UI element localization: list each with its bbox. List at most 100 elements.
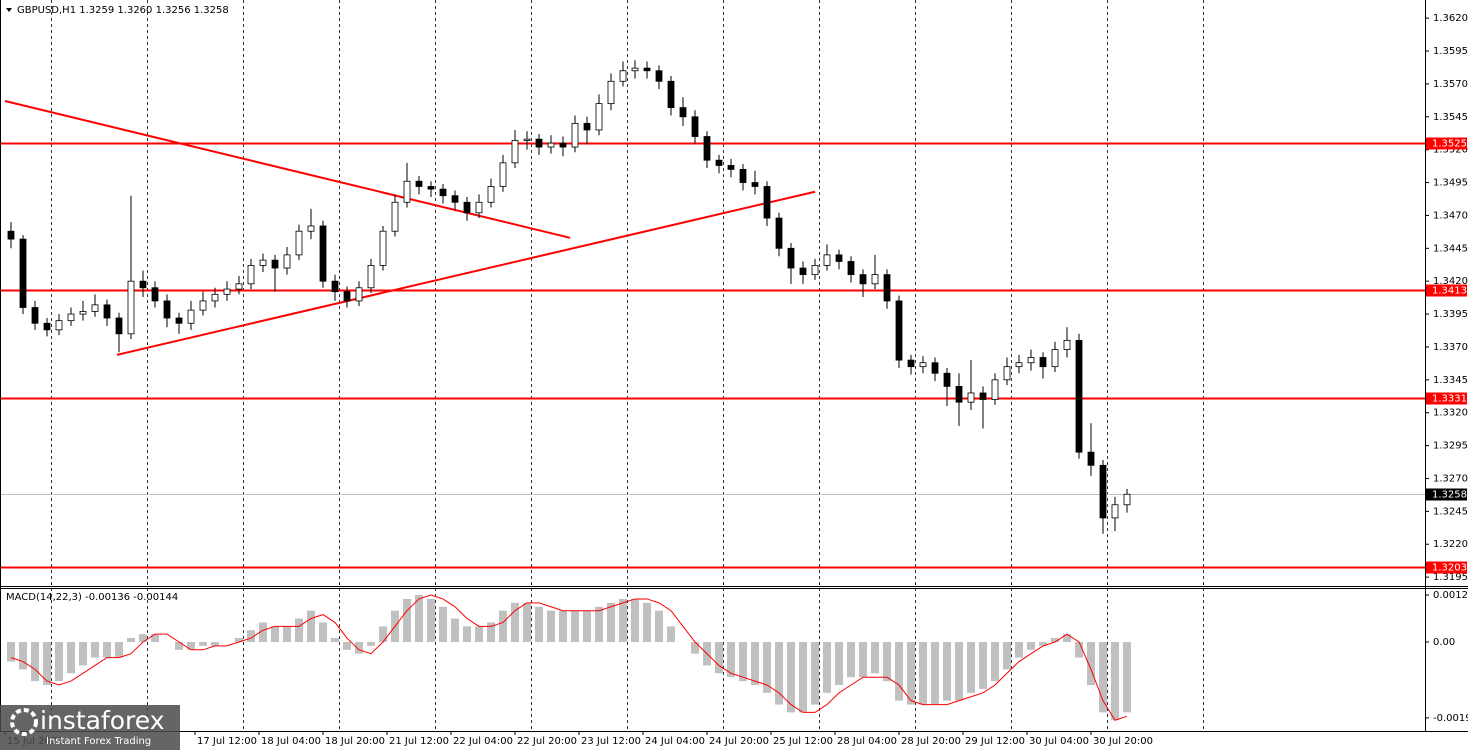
y-tick-label: 1.3320: [1433, 408, 1468, 419]
macd-bar: [7, 641, 15, 662]
macd-bar: [43, 641, 51, 686]
candle-body: [67, 313, 75, 322]
y-tick-label: 1.3620: [1433, 13, 1468, 24]
x-tick-label: 24 Jul 20:00: [709, 736, 769, 747]
macd-bar: [523, 602, 531, 642]
candle-body: [283, 254, 291, 269]
candle-body: [547, 142, 555, 148]
macd-bar: [607, 602, 615, 642]
candle-body: [1087, 451, 1095, 466]
candle-body: [775, 217, 783, 249]
candle-body: [1015, 362, 1023, 368]
grid: [51, 0, 1204, 731]
trendline: [4, 100, 571, 239]
candle-body: [379, 230, 387, 266]
candle-body: [943, 372, 951, 387]
last-price-box: [1426, 488, 1467, 501]
levels: [0, 100, 1425, 569]
candle-body: [199, 300, 207, 311]
candle-body: [631, 67, 639, 72]
macd-bar: [787, 641, 795, 713]
macd-bar: [763, 641, 771, 693]
candle-body: [259, 259, 267, 266]
macd-tick-label: 0.0012: [1433, 590, 1468, 601]
macd-bar: [691, 641, 699, 654]
macd-bar: [211, 641, 219, 646]
candle-body: [439, 188, 447, 197]
macd-signal: [10, 594, 1128, 721]
candle-body: [343, 291, 351, 302]
y-tick-label: 1.3370: [1433, 342, 1468, 353]
macd-bar: [1003, 641, 1011, 670]
macd-bar: [271, 626, 279, 642]
logo-tagline: Instant Forex Trading: [46, 736, 151, 747]
macd-bar: [187, 641, 195, 650]
y-tick-label: 1.3395: [1433, 309, 1468, 320]
macd-bar: [667, 626, 675, 642]
macd-bar: [595, 606, 603, 642]
candle-body: [391, 201, 399, 232]
candle-body: [1003, 366, 1011, 381]
macd-bar: [127, 638, 135, 642]
x-tick-label: 18 Jul 20:00: [325, 736, 385, 747]
candle-body: [559, 142, 567, 148]
macd-bar: [727, 641, 735, 678]
y-tick-label: 1.3445: [1433, 243, 1468, 254]
macd-bar: [247, 630, 255, 642]
macd-bar: [1123, 641, 1131, 713]
x-tick-label: 17 Jul 12:00: [197, 736, 257, 747]
y-tick-label: 1.3495: [1433, 178, 1468, 189]
candle-body: [175, 317, 183, 324]
macd-bar: [535, 606, 543, 642]
macd-bar: [451, 618, 459, 642]
macd-bar: [475, 626, 483, 642]
macd-bar: [31, 641, 39, 682]
macd-bar: [79, 641, 87, 666]
candle-body: [535, 138, 543, 148]
macd-bar: [55, 641, 63, 682]
macd-bar: [1051, 638, 1059, 642]
level-box: [1426, 284, 1467, 297]
macd-bar: [991, 641, 999, 682]
macd-bar: [559, 610, 567, 642]
macd-bar: [91, 641, 99, 658]
candle-body: [319, 225, 327, 282]
macd-bar: [139, 634, 147, 642]
macd-bar: [415, 595, 423, 642]
candle-body: [751, 182, 759, 187]
macd-bar: [67, 641, 75, 674]
candle-body: [583, 122, 591, 131]
macd-bar: [235, 638, 243, 642]
candle-body: [847, 261, 855, 276]
candle-body: [955, 386, 963, 403]
macd-bar: [283, 626, 291, 642]
candle-body: [247, 265, 255, 285]
level-box: [1426, 561, 1467, 574]
macd-bar: [343, 641, 351, 650]
macd-bar: [739, 641, 747, 682]
macd-bar: [319, 622, 327, 642]
candle-body: [1123, 493, 1131, 506]
y-tick-label: 1.3545: [1433, 112, 1468, 123]
candle-body: [691, 116, 699, 137]
y-tick-label: 1.3595: [1433, 46, 1468, 57]
logo-icon: [10, 708, 38, 736]
candle-body: [367, 265, 375, 289]
level-label: 1.3413: [1432, 286, 1467, 297]
macd-bar: [895, 641, 903, 701]
x-tick-label: 18 Jul 04:00: [261, 736, 321, 747]
candle-body: [223, 288, 231, 295]
level-label: 1.3203: [1432, 563, 1467, 574]
candle-body: [1027, 357, 1035, 364]
candle-body: [1039, 357, 1047, 368]
macd-bar: [379, 626, 387, 642]
candle-body: [7, 230, 15, 240]
candle-body: [115, 317, 123, 335]
candle-body: [919, 362, 927, 368]
candle-body: [859, 274, 867, 285]
candle-body: [1111, 504, 1119, 519]
macd-bar: [403, 598, 411, 642]
macd-bar: [499, 610, 507, 642]
candle-body: [871, 274, 879, 285]
candle-body: [511, 140, 519, 164]
